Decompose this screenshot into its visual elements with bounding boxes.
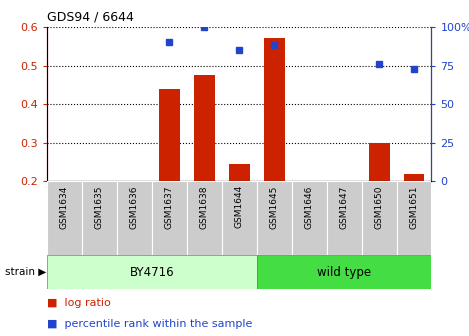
Text: GSM1646: GSM1646	[304, 185, 314, 228]
Text: GSM1650: GSM1650	[375, 185, 384, 228]
FancyBboxPatch shape	[292, 181, 326, 255]
Text: GSM1651: GSM1651	[409, 185, 418, 228]
Bar	[264, 38, 285, 181]
FancyBboxPatch shape	[257, 255, 431, 289]
FancyBboxPatch shape	[362, 181, 396, 255]
FancyBboxPatch shape	[222, 181, 257, 255]
Text: ■  percentile rank within the sample: ■ percentile rank within the sample	[47, 319, 252, 329]
FancyBboxPatch shape	[82, 181, 117, 255]
Text: BY4716: BY4716	[129, 266, 174, 279]
FancyBboxPatch shape	[187, 181, 222, 255]
Text: wild type: wild type	[317, 266, 371, 279]
Text: GSM1647: GSM1647	[340, 185, 348, 228]
Bar	[403, 174, 424, 181]
FancyBboxPatch shape	[257, 181, 292, 255]
Bar	[229, 164, 250, 181]
Text: GSM1645: GSM1645	[270, 185, 279, 228]
Bar	[194, 75, 215, 181]
FancyBboxPatch shape	[47, 255, 257, 289]
FancyBboxPatch shape	[326, 181, 362, 255]
Text: GSM1637: GSM1637	[165, 185, 174, 228]
Bar	[369, 143, 390, 181]
Text: ■  log ratio: ■ log ratio	[47, 298, 111, 308]
Text: GSM1636: GSM1636	[130, 185, 139, 228]
FancyBboxPatch shape	[47, 181, 82, 255]
FancyBboxPatch shape	[152, 181, 187, 255]
Text: GSM1638: GSM1638	[200, 185, 209, 228]
FancyBboxPatch shape	[396, 181, 431, 255]
Text: GDS94 / 6644: GDS94 / 6644	[47, 10, 134, 24]
FancyBboxPatch shape	[117, 181, 152, 255]
Bar	[159, 89, 180, 181]
Text: GSM1634: GSM1634	[60, 185, 69, 228]
Text: GSM1635: GSM1635	[95, 185, 104, 228]
Text: GSM1644: GSM1644	[234, 185, 244, 228]
Text: strain ▶: strain ▶	[5, 267, 46, 277]
